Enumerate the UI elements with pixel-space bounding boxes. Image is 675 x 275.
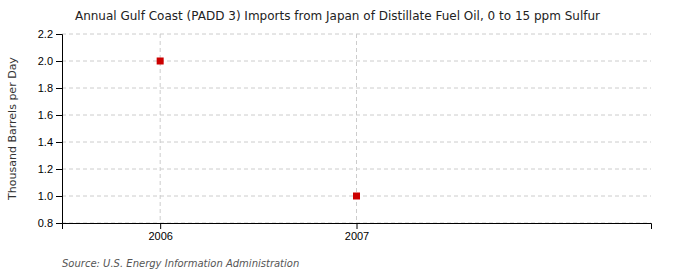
tick-mark bbox=[56, 196, 62, 197]
tick: 2.0 bbox=[38, 55, 62, 67]
point bbox=[157, 58, 164, 65]
plot: 2006 2007 0.8 1.0 1.2 1.4 1.6 1.8 2.0 2.2 bbox=[38, 28, 652, 242]
tick-label: 2.0 bbox=[38, 55, 53, 67]
source: Source: U.S. Energy Information Administ… bbox=[62, 258, 299, 269]
tick-mark bbox=[56, 61, 62, 62]
points bbox=[157, 58, 360, 200]
tick: 1.4 bbox=[38, 136, 62, 148]
tick: 2006 bbox=[148, 223, 172, 242]
y-axis: 0.8 1.0 1.2 1.4 1.6 1.8 2.0 2.2 bbox=[38, 28, 63, 229]
tick-mark bbox=[56, 88, 62, 89]
grid-line bbox=[62, 88, 651, 89]
tick-mark bbox=[56, 169, 62, 170]
tick-mark bbox=[56, 115, 62, 116]
axis-line bbox=[56, 35, 63, 224]
chart: 2006 2007 0.8 1.0 1.2 1.4 1.6 1.8 2.0 2.2 Annual G… bbox=[0, 0, 675, 275]
tick-mark bbox=[357, 223, 358, 229]
tick: 1.2 bbox=[38, 163, 62, 175]
y-axis-title: Thousand Barrels per Day bbox=[6, 57, 19, 201]
tick-label: 1.6 bbox=[38, 109, 53, 121]
tick: 1.6 bbox=[38, 109, 62, 121]
tick-label: 0.8 bbox=[38, 217, 53, 229]
tick-label: 2007 bbox=[345, 230, 369, 242]
tick-label: 2006 bbox=[148, 230, 172, 242]
tick-mark bbox=[56, 223, 62, 224]
tick-mark bbox=[56, 34, 62, 35]
tick-label: 1.2 bbox=[38, 163, 53, 175]
grid bbox=[62, 34, 651, 223]
tick: 0.8 bbox=[38, 217, 62, 229]
x-axis: 2006 2007 bbox=[63, 223, 652, 242]
grid-line bbox=[62, 61, 651, 62]
tick-label: 1.0 bbox=[38, 190, 53, 202]
tick-mark bbox=[160, 223, 161, 229]
tick-label: 2.2 bbox=[38, 28, 53, 40]
tick-label: 1.4 bbox=[38, 136, 53, 148]
axis-line bbox=[63, 224, 652, 230]
title: Annual Gulf Coast (PADD 3) Imports from … bbox=[75, 9, 600, 23]
tick-label: 1.8 bbox=[38, 82, 53, 94]
tick: 1.0 bbox=[38, 190, 62, 202]
point bbox=[353, 193, 360, 200]
tick: 2007 bbox=[345, 223, 369, 242]
tick-mark bbox=[56, 142, 62, 143]
tick: 2.2 bbox=[38, 28, 62, 40]
tick: 1.8 bbox=[38, 82, 62, 94]
